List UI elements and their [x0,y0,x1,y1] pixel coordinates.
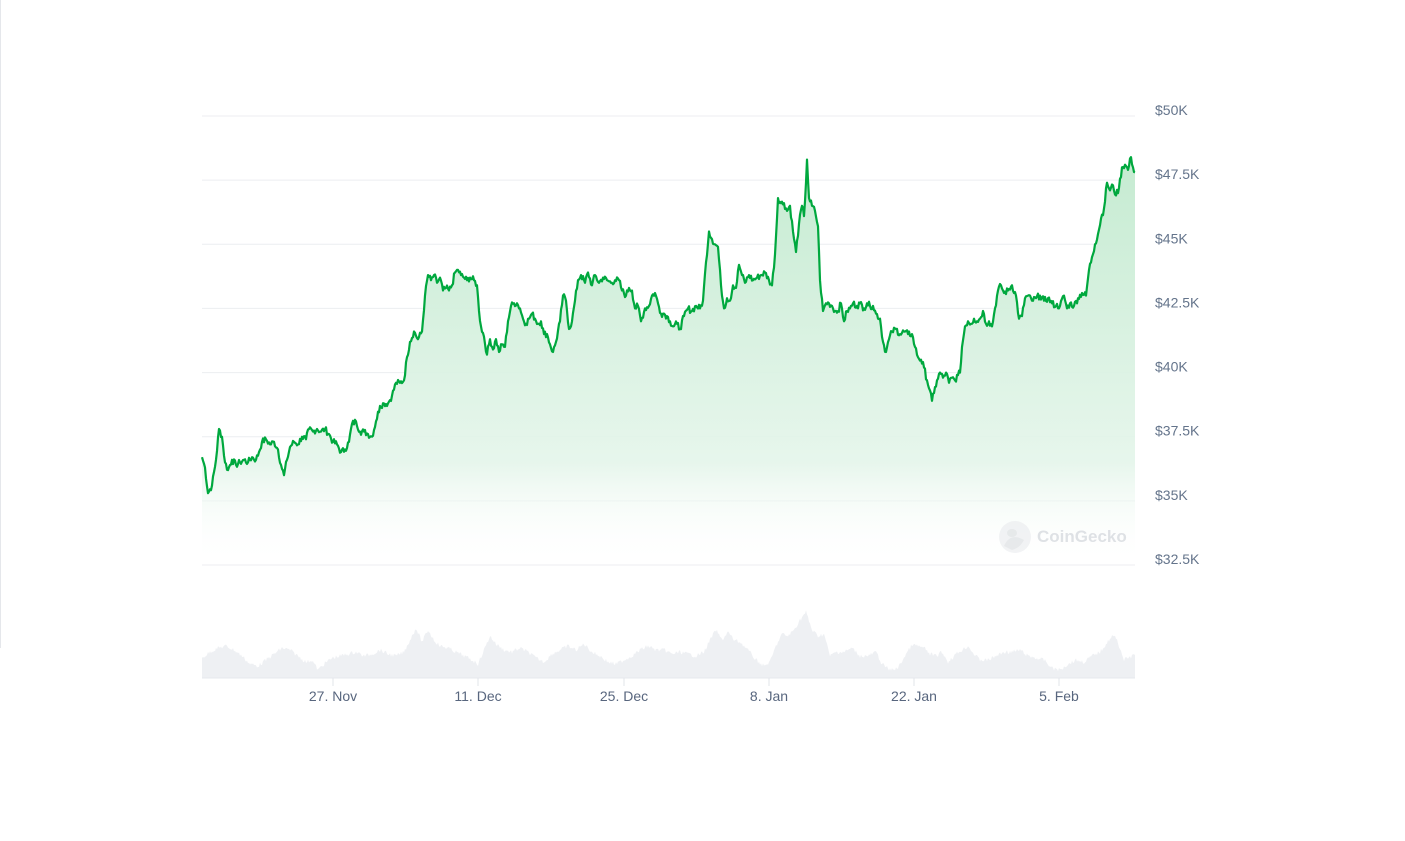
y-tick-label: $37.5K [1155,423,1200,439]
x-tick-label: 5. Feb [1039,688,1079,704]
left-border [0,0,1,648]
y-tick-label: $45K [1155,230,1188,246]
price-area-fill [202,157,1135,565]
x-tick-label: 25. Dec [600,688,648,704]
y-tick-label: $42.5K [1155,294,1200,310]
price-line[interactable] [200,156,1136,495]
y-tick-label: $40K [1155,359,1188,375]
y-axis-labels: $50K $47.5K $45K $42.5K $40K $37.5K $35K $32.5K [1155,102,1200,567]
x-tick-label: 8. Jan [750,688,788,704]
coingecko-watermark: CoinGecko [999,521,1127,553]
volume-area [202,610,1135,678]
x-tick-label: 11. Dec [454,688,501,704]
x-tick-label: 22. Jan [891,688,937,704]
y-tick-label: $50K [1155,102,1188,118]
y-tick-label: $35K [1155,487,1188,503]
y-tick-label: $32.5K [1155,551,1200,567]
x-axis-ticks: 27. Nov 11. Dec 25. Dec 8. Jan 22. Jan 5. Feb [309,678,1079,704]
y-tick-label: $47.5K [1155,166,1200,182]
x-tick-label: 27. Nov [309,688,357,704]
watermark-text: CoinGecko [1037,527,1127,546]
